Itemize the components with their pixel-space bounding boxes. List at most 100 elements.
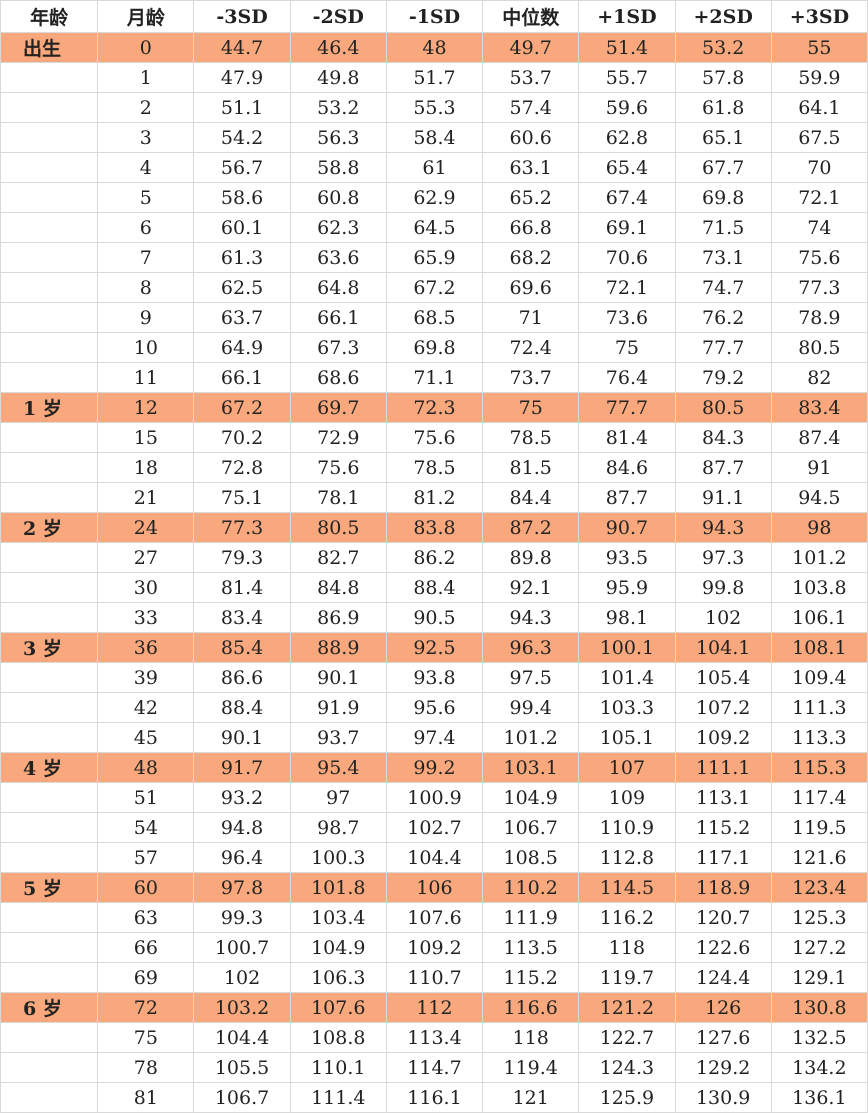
- value-cell: 114.5: [578, 872, 676, 903]
- value-cell: 72.4: [482, 332, 580, 363]
- value-cell: 100.3: [289, 842, 387, 873]
- value-cell: 90.7: [578, 512, 676, 543]
- value-cell: 90.1: [289, 662, 387, 693]
- value-cell: 78.1: [289, 482, 387, 513]
- table-row: 6 岁 72 103.2 107.6 112 116.6 121.2 126 130.8: [0, 992, 868, 1023]
- age-cell: [0, 1052, 99, 1083]
- value-cell: 75.6: [770, 242, 868, 273]
- value-cell: 79.2: [674, 362, 772, 393]
- age-cell: [0, 932, 99, 963]
- table-row: 27 79.3 82.7 86.2 89.8 93.5 97.3 101.2: [0, 542, 868, 573]
- age-cell: 1 岁: [0, 392, 99, 423]
- value-cell: 115.3: [770, 752, 868, 783]
- table-row: 2 岁 24 77.3 80.5 83.8 87.2 90.7 94.3 98: [0, 512, 868, 543]
- value-cell: 111.9: [482, 902, 580, 933]
- value-cell: 129.1: [770, 962, 868, 993]
- value-cell: 97.8: [193, 872, 291, 903]
- value-cell: 49.8: [289, 62, 387, 93]
- month-cell: 36: [97, 632, 195, 663]
- value-cell: 107: [578, 752, 676, 783]
- value-cell: 87.4: [770, 422, 868, 453]
- table-row: 66 100.7 104.9 109.2 113.5 118 122.6 127.2: [0, 932, 868, 963]
- value-cell: 69.1: [578, 212, 676, 243]
- age-cell: 3 岁: [0, 632, 99, 663]
- value-cell: 76.4: [578, 362, 676, 393]
- value-cell: 73.7: [482, 362, 580, 393]
- value-cell: 89.8: [482, 542, 580, 573]
- value-cell: 77.7: [674, 332, 772, 363]
- age-cell: [0, 962, 99, 993]
- value-cell: 96.4: [193, 842, 291, 873]
- table-row: 5 58.6 60.8 62.9 65.2 67.4 69.8 72.1: [0, 182, 868, 213]
- value-cell: 111.3: [770, 692, 868, 723]
- month-cell: 72: [97, 992, 195, 1023]
- value-cell: 82.7: [289, 542, 387, 573]
- age-cell: [0, 782, 99, 813]
- value-cell: 104.9: [289, 932, 387, 963]
- table-row: 1 47.9 49.8 51.7 53.7 55.7 57.8 59.9: [0, 62, 868, 93]
- value-cell: 129.2: [674, 1052, 772, 1083]
- value-cell: 106.7: [482, 812, 580, 843]
- value-cell: 115.2: [482, 962, 580, 993]
- value-cell: 67.3: [289, 332, 387, 363]
- value-cell: 72.9: [289, 422, 387, 453]
- value-cell: 66.1: [193, 362, 291, 393]
- value-cell: 113.4: [385, 1022, 484, 1053]
- value-cell: 116.1: [385, 1082, 484, 1113]
- value-cell: 60.1: [193, 212, 291, 243]
- value-cell: 58.6: [193, 182, 291, 213]
- value-cell: 60.8: [289, 182, 387, 213]
- value-cell: 69.6: [482, 272, 580, 303]
- value-cell: 77.7: [578, 392, 676, 423]
- table-row: 18 72.8 75.6 78.5 81.5 84.6 87.7 91: [0, 452, 868, 483]
- value-cell: 118: [578, 932, 676, 963]
- table-row: 21 75.1 78.1 81.2 84.4 87.7 91.1 94.5: [0, 482, 868, 513]
- table-row: 57 96.4 100.3 104.4 108.5 112.8 117.1 121.6: [0, 842, 868, 873]
- age-cell: [0, 362, 99, 393]
- value-cell: 125.3: [770, 902, 868, 933]
- value-cell: 88.9: [289, 632, 387, 663]
- value-cell: 123.4: [770, 872, 868, 903]
- month-cell: 33: [97, 602, 195, 633]
- value-cell: 64.8: [289, 272, 387, 303]
- age-cell: [0, 452, 99, 483]
- value-cell: 97.3: [674, 542, 772, 573]
- value-cell: 96.3: [482, 632, 580, 663]
- table-row: 45 90.1 93.7 97.4 101.2 105.1 109.2 113.3: [0, 722, 868, 753]
- value-cell: 127.2: [770, 932, 868, 963]
- age-cell: [0, 602, 99, 633]
- table-row: 51 93.2 97 100.9 104.9 109 113.1 117.4: [0, 782, 868, 813]
- age-cell: 出生: [0, 32, 99, 63]
- value-cell: 101.2: [770, 542, 868, 573]
- month-cell: 24: [97, 512, 195, 543]
- value-cell: 104.4: [193, 1022, 291, 1053]
- value-cell: 61.3: [193, 242, 291, 273]
- table-row: 30 81.4 84.8 88.4 92.1 95.9 99.8 103.8: [0, 572, 868, 603]
- value-cell: 74: [770, 212, 868, 243]
- age-cell: [0, 422, 99, 453]
- value-cell: 97.4: [385, 722, 484, 753]
- value-cell: 77.3: [770, 272, 868, 303]
- month-cell: 57: [97, 842, 195, 873]
- value-cell: 107.6: [289, 992, 387, 1023]
- table-row: 42 88.4 91.9 95.6 99.4 103.3 107.2 111.3: [0, 692, 868, 723]
- value-cell: 109.2: [674, 722, 772, 753]
- value-cell: 78.5: [482, 422, 580, 453]
- value-cell: 100.1: [578, 632, 676, 663]
- age-cell: 2 岁: [0, 512, 99, 543]
- value-cell: 54.2: [193, 122, 291, 153]
- month-cell: 21: [97, 482, 195, 513]
- table-row: 7 61.3 63.6 65.9 68.2 70.6 73.1 75.6: [0, 242, 868, 273]
- value-cell: 93.2: [193, 782, 291, 813]
- value-cell: 88.4: [385, 572, 484, 603]
- value-cell: 102: [193, 962, 291, 993]
- value-cell: 103.3: [578, 692, 676, 723]
- value-cell: 68.5: [385, 302, 484, 333]
- column-header: +3SD: [770, 0, 868, 33]
- value-cell: 93.5: [578, 542, 676, 573]
- table-row: 3 岁 36 85.4 88.9 92.5 96.3 100.1 104.1 108.1: [0, 632, 868, 663]
- value-cell: 81.5: [482, 452, 580, 483]
- age-cell: [0, 332, 99, 363]
- value-cell: 103.2: [193, 992, 291, 1023]
- age-cell: [0, 902, 99, 933]
